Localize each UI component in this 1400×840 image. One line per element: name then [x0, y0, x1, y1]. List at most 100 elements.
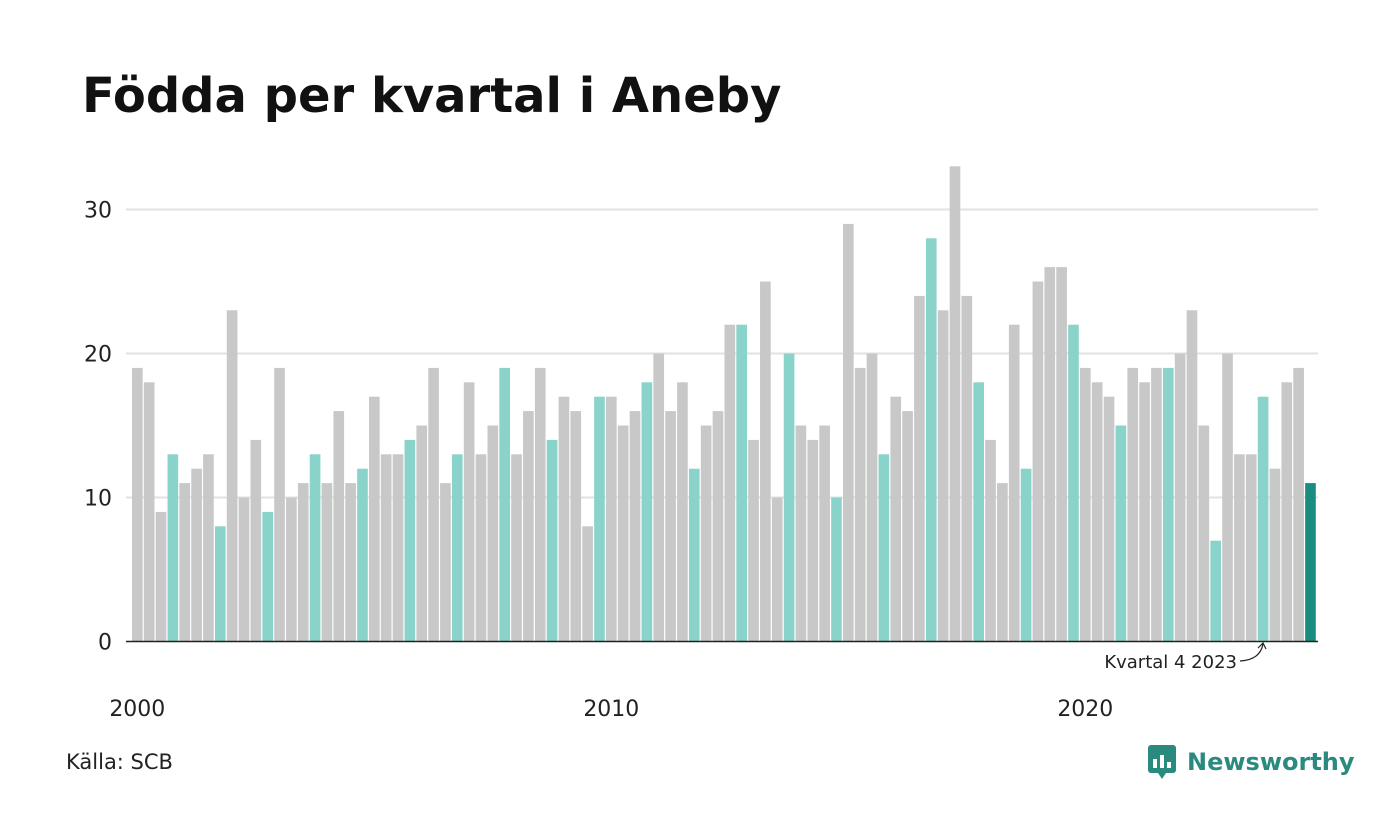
bar [250, 439, 262, 642]
bar [582, 526, 593, 642]
bar [843, 223, 854, 642]
bar [558, 396, 570, 642]
bar [155, 511, 167, 642]
annotation: Kvartal 4 2023 [1104, 641, 1267, 673]
x-axis-ticks: 2000 2010 2020 [109, 697, 1113, 722]
bar [641, 382, 653, 642]
bar [1080, 367, 1091, 642]
bar [807, 439, 819, 642]
bar [428, 367, 439, 642]
y-tick-label: 20 [84, 343, 112, 368]
bar [985, 439, 996, 642]
x-tick-label: 2000 [109, 697, 165, 722]
bar [226, 310, 238, 642]
bar [665, 411, 676, 642]
bar [214, 526, 226, 642]
bar [1127, 367, 1139, 642]
bar [404, 439, 416, 642]
bar [819, 425, 830, 642]
bar [345, 483, 356, 642]
bar [712, 411, 724, 642]
bar [475, 454, 487, 642]
bar [132, 367, 143, 642]
bar [925, 238, 937, 642]
bar [688, 468, 700, 642]
bar [1305, 483, 1316, 642]
bar [392, 454, 404, 642]
annotation-arrow [1239, 643, 1264, 662]
annotation-label: Kvartal 4 2023 [1104, 652, 1237, 673]
bar [902, 411, 913, 642]
bar [297, 483, 309, 642]
bar [1162, 367, 1174, 642]
bar [262, 511, 273, 642]
annotation-arrowhead [1257, 641, 1267, 650]
x-tick-label: 2010 [583, 697, 639, 722]
bar [1174, 353, 1186, 642]
bar [321, 483, 333, 642]
y-tick-label: 30 [84, 199, 112, 224]
bar [1115, 425, 1127, 642]
bar [1032, 281, 1044, 642]
bar [677, 382, 688, 642]
bar [1151, 367, 1162, 642]
bar [1257, 396, 1269, 642]
bar [1044, 267, 1056, 642]
bar [499, 367, 510, 642]
bar [274, 367, 285, 642]
bar [914, 295, 925, 642]
bar [617, 425, 629, 642]
bar [203, 454, 214, 642]
bar [831, 497, 842, 642]
bars [132, 166, 1316, 642]
bar [700, 425, 712, 642]
bar [1269, 468, 1281, 642]
bar [1222, 353, 1233, 642]
y-tick-label: 0 [98, 631, 112, 656]
bar [890, 396, 902, 642]
bar [606, 396, 617, 642]
bar [1186, 310, 1198, 642]
bar [1281, 382, 1293, 642]
bar [523, 411, 534, 642]
bar [487, 425, 499, 642]
source-label: Källa: SCB [66, 750, 173, 774]
bar [1234, 454, 1245, 642]
bar [1293, 367, 1304, 642]
y-axis-ticks: 0 10 20 30 [84, 199, 112, 656]
bar [997, 483, 1008, 642]
bar [760, 281, 771, 642]
bar [736, 324, 747, 642]
bar [795, 425, 807, 642]
bar [961, 295, 973, 642]
bar [179, 483, 191, 642]
bar [511, 454, 522, 642]
newsworthy-logo: Newsworthy [1147, 744, 1355, 780]
bar [629, 411, 641, 642]
bar-chart: 0 10 20 30 2000 2010 2020 Kvartal 4 2023 [84, 166, 1318, 722]
bar [463, 382, 475, 642]
bar [949, 166, 961, 642]
bar [1198, 425, 1210, 642]
bar [1103, 396, 1115, 642]
bar [238, 497, 250, 642]
bar [1020, 468, 1032, 642]
bar [1210, 540, 1221, 642]
bar [594, 396, 605, 642]
y-tick-label: 10 [84, 487, 112, 512]
bar [866, 353, 878, 642]
bar [191, 468, 202, 642]
bar [937, 310, 949, 642]
bar [878, 454, 890, 642]
bar [369, 396, 380, 642]
bar [748, 439, 759, 642]
bar [783, 353, 795, 642]
bar [1008, 324, 1020, 642]
bar [286, 497, 297, 642]
bar [653, 353, 665, 642]
bar [1091, 382, 1103, 642]
chart-title: Födda per kvartal i Aneby [82, 68, 782, 124]
bar [1056, 267, 1067, 642]
newsworthy-logo-icon [1148, 745, 1176, 779]
bar [333, 411, 345, 642]
